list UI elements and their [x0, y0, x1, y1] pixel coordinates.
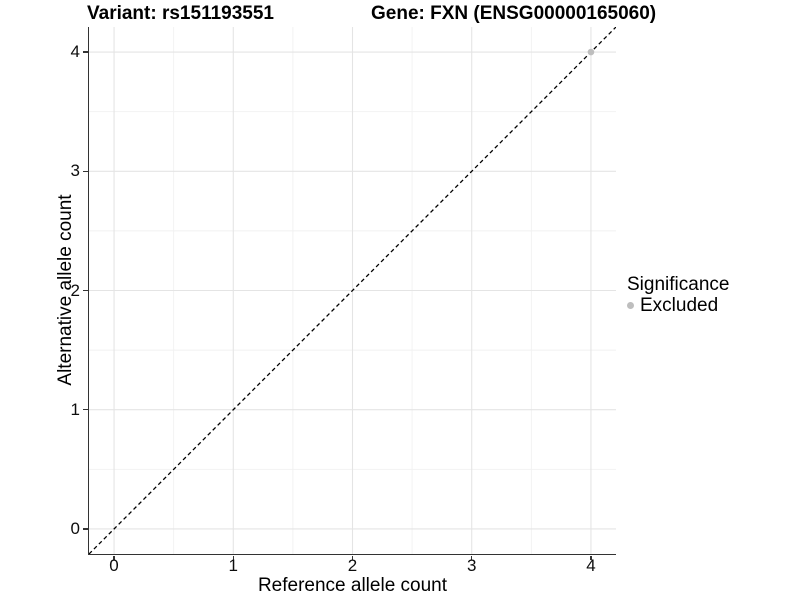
- x-axis-tick: [113, 555, 115, 560]
- y-axis-tick: [83, 528, 88, 530]
- x-axis-tick: [232, 555, 235, 560]
- x-tick-label: 2: [347, 556, 358, 575]
- plot-title-gene: Gene: FXN (ENSG00000165060): [371, 3, 657, 24]
- x-tick-label: 0: [109, 556, 119, 575]
- plot-canvas: [88, 27, 616, 554]
- y-tick-label: 4: [70, 42, 80, 62]
- legend-entry-excluded: Excluded: [627, 296, 729, 315]
- data-point-excluded: [587, 48, 594, 56]
- y-axis-tick: [83, 408, 88, 411]
- plot-panel: [87, 27, 616, 555]
- legend-entry-label: Excluded: [640, 295, 719, 316]
- x-axis-tick: [590, 555, 592, 560]
- y-tick-label: 0: [70, 518, 80, 538]
- legend: Significance Excluded: [627, 275, 729, 315]
- x-tick-label: 3: [466, 556, 477, 575]
- y-tick-label: 3: [70, 161, 80, 181]
- x-tick-label: 4: [586, 556, 596, 575]
- x-axis-tick: [470, 555, 473, 560]
- plot-title-variant: Variant: rs151193551: [87, 3, 274, 24]
- y-tick-label: 2: [70, 280, 80, 300]
- x-axis-tick: [351, 555, 354, 560]
- y-axis-tick: [83, 51, 88, 53]
- legend-point-icon: [627, 302, 634, 309]
- legend-title: Significance: [627, 274, 730, 295]
- x-axis-title: Reference allele count: [257, 575, 448, 596]
- y-axis-tick: [83, 170, 88, 173]
- y-tick-label: 1: [70, 399, 80, 419]
- y-axis-tick: [83, 289, 88, 292]
- identity-line: [88, 27, 616, 554]
- x-tick-label: 1: [228, 556, 238, 575]
